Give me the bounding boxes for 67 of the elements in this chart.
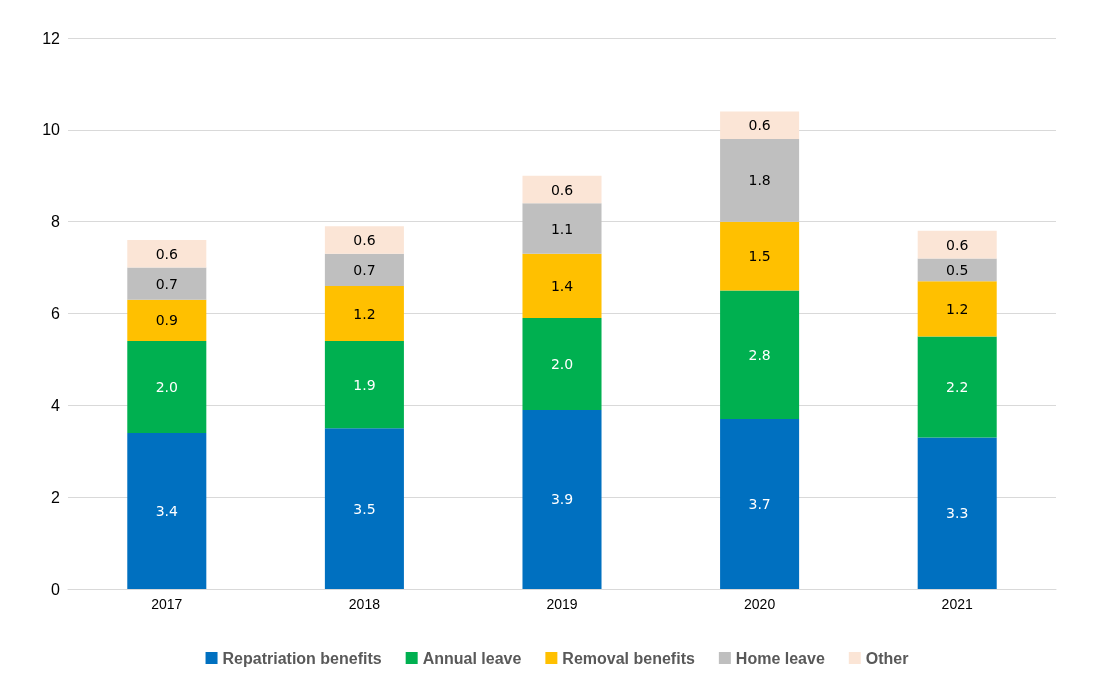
bar <box>522 253 602 319</box>
data-label: 3.5 <box>353 500 376 517</box>
bar <box>522 318 602 410</box>
bar <box>522 175 602 204</box>
bar <box>324 428 404 589</box>
bar <box>324 341 404 429</box>
legend-label: Home leave <box>735 649 825 667</box>
data-label: 3.4 <box>155 502 179 519</box>
data-label: 1.2 <box>353 305 376 322</box>
data-label: 0.6 <box>353 232 376 249</box>
legend-label: Other <box>865 649 909 667</box>
data-label: 1.1 <box>550 220 574 237</box>
data-label: 1.2 <box>946 300 969 317</box>
data-label: 1.8 <box>748 172 771 189</box>
bar <box>720 111 800 140</box>
bar <box>522 409 602 589</box>
x-tick-label: 2019 <box>546 596 578 612</box>
data-label: 0.6 <box>748 117 771 134</box>
data-label: 0.7 <box>155 275 178 292</box>
bar <box>720 139 800 222</box>
data-label: 3.9 <box>550 491 574 508</box>
data-label: 3.7 <box>748 496 771 513</box>
bar <box>917 258 997 282</box>
y-tick-label: 0 <box>51 580 61 598</box>
bar <box>917 281 997 337</box>
legend-label: Annual leave <box>422 649 522 667</box>
bar <box>720 290 800 420</box>
data-label: 0.9 <box>155 312 178 329</box>
bar <box>324 285 404 342</box>
legend-label: Removal benefits <box>562 649 695 667</box>
bar <box>324 253 404 286</box>
y-tick-label: 2 <box>51 488 61 506</box>
y-tick-label: 8 <box>51 213 61 231</box>
data-label: 2.0 <box>155 378 178 395</box>
data-label: 1.4 <box>550 277 574 294</box>
data-label: 0.7 <box>353 261 376 278</box>
data-label: 0.6 <box>946 236 969 253</box>
bar <box>917 336 997 438</box>
bar <box>917 437 997 589</box>
bar <box>127 240 207 268</box>
bar <box>720 221 800 291</box>
bar <box>720 419 800 589</box>
y-tick-label: 10 <box>42 121 61 139</box>
bar <box>324 226 404 254</box>
x-tick-label: 2020 <box>744 596 776 612</box>
data-label: 2.8 <box>748 346 771 363</box>
bar <box>127 299 207 342</box>
y-tick-label: 12 <box>42 29 61 47</box>
data-label: 0.6 <box>155 245 179 262</box>
x-tick-label: 2018 <box>348 596 381 612</box>
data-label: 3.3 <box>946 505 969 522</box>
legend-label: Repatriation benefits <box>222 649 382 667</box>
data-label: 2.0 <box>550 356 574 373</box>
y-tick-label: 6 <box>51 305 61 322</box>
data-label: 0.6 <box>550 181 574 198</box>
data-label: 1.9 <box>353 376 376 393</box>
data-label: 1.5 <box>748 248 771 265</box>
x-tick-label: 2021 <box>941 596 973 612</box>
y-tick-label: 4 <box>51 396 61 414</box>
bar <box>522 203 602 254</box>
bar <box>127 432 207 589</box>
data-label: 2.2 <box>946 378 969 395</box>
bar <box>917 230 997 259</box>
data-label: 0.5 <box>946 261 969 278</box>
x-tick-label: 2017 <box>151 596 183 612</box>
bar <box>127 267 207 300</box>
bar <box>127 341 207 433</box>
